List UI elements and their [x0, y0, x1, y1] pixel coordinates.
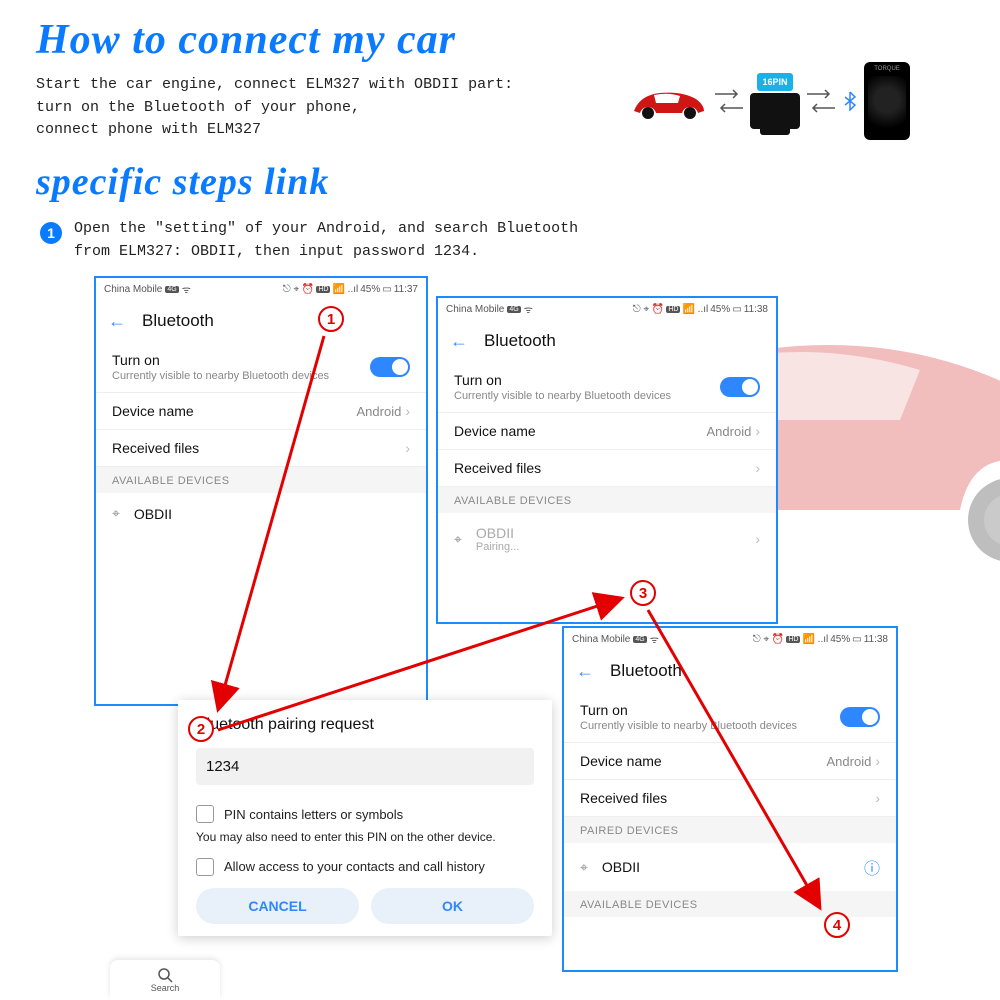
pairing-dialog: Bluetooth pairing request PIN contains l…	[178, 700, 552, 936]
device-name-row[interactable]: Device name Android›	[564, 743, 896, 780]
pin-letters-label: PIN contains letters or symbols	[224, 807, 403, 822]
device-name-row[interactable]: Device name Android›	[96, 393, 426, 430]
intro-text: Start the car engine, connect ELM327 wit…	[36, 74, 513, 142]
bluetooth-toggle[interactable]	[370, 357, 410, 377]
search-tab[interactable]: Search	[110, 960, 220, 1000]
cancel-button[interactable]: CANCEL	[196, 888, 359, 924]
main-title: How to connect my car	[36, 16, 456, 64]
obdii-device-row[interactable]: ⌖ OBDII	[96, 493, 426, 534]
dialog-note: You may also need to enter this PIN on t…	[196, 829, 534, 846]
step-badge-1: 1	[40, 222, 62, 244]
bluetooth-icon	[842, 91, 858, 111]
visible-label: Currently visible to nearby Bluetooth de…	[580, 720, 797, 732]
bluetooth-title: Bluetooth	[610, 661, 682, 681]
red-step-4: 4	[824, 912, 850, 938]
bluetooth-small-icon: ⌖	[580, 859, 588, 876]
allow-contacts-label: Allow access to your contacts and call h…	[224, 859, 485, 874]
phone-icon	[864, 62, 910, 140]
dialog-title: Bluetooth pairing request	[196, 716, 534, 734]
red-step-3: 3	[630, 580, 656, 606]
arrows-icon	[806, 89, 836, 113]
received-files-row[interactable]: Received files ›	[564, 780, 896, 817]
phone-screenshot-2: China Mobile 4G ᯤ ⎋ ⌖ ⏰HD📶 ..ıl 45% ▭ 11…	[436, 296, 778, 624]
arrows-icon	[714, 89, 744, 113]
available-devices-header: AVAILABLE DEVICES	[564, 891, 896, 917]
info-icon[interactable]: ⓘ	[864, 855, 880, 879]
paired-devices-header: PAIRED DEVICES	[564, 817, 896, 843]
bluetooth-title: Bluetooth	[142, 311, 214, 331]
status-bar: China Mobile 4G ᯤ ⎋ ⌖ ⏰HD📶 ..ıl 45% ▭ 11…	[564, 628, 896, 650]
bluetooth-small-icon: ⌖	[454, 531, 462, 548]
step1-text: Open the "setting" of your Android, and …	[74, 218, 578, 263]
search-icon	[157, 967, 173, 983]
visible-label: Currently visible to nearby Bluetooth de…	[454, 390, 671, 402]
ok-button[interactable]: OK	[371, 888, 534, 924]
red-step-2: 2	[188, 716, 214, 742]
device-name-row[interactable]: Device name Android›	[438, 413, 776, 450]
obdii-pairing-row[interactable]: ⌖ OBDII Pairing... ›	[438, 513, 776, 565]
available-devices-header: AVAILABLE DEVICES	[438, 487, 776, 513]
status-bar: China Mobile 4G ᯤ ⎋ ⌖ ⏰HD📶 ..ıl 45% ▭ 11…	[438, 298, 776, 320]
obdii-paired-row[interactable]: ⌖ OBDII ⓘ	[564, 843, 896, 891]
received-files-row[interactable]: Received files ›	[96, 430, 426, 467]
back-arrow-icon[interactable]: ←	[450, 331, 468, 352]
available-devices-header: AVAILABLE DEVICES	[96, 467, 426, 493]
pin-input[interactable]	[196, 748, 534, 785]
red-step-1: 1	[318, 306, 344, 332]
back-arrow-icon[interactable]: ←	[108, 311, 126, 332]
obd-device-icon	[750, 93, 800, 129]
pin-letters-checkbox[interactable]	[196, 805, 214, 823]
back-arrow-icon[interactable]: ←	[576, 661, 594, 682]
bluetooth-toggle[interactable]	[840, 707, 880, 727]
turn-on-label: Turn on	[454, 372, 671, 388]
allow-contacts-checkbox[interactable]	[196, 858, 214, 876]
connection-diagram: 16PIN	[630, 62, 970, 140]
visible-label: Currently visible to nearby Bluetooth de…	[112, 370, 329, 382]
bluetooth-title: Bluetooth	[484, 331, 556, 351]
phone-screenshot-1: China Mobile 4G ᯤ ⎋ ⌖ ⏰HD📶 ..ıl 45% ▭ 11…	[94, 276, 428, 706]
status-bar: China Mobile 4G ᯤ ⎋ ⌖ ⏰HD📶 ..ıl 45% ▭ 11…	[96, 278, 426, 300]
bluetooth-toggle[interactable]	[720, 377, 760, 397]
turn-on-label: Turn on	[112, 352, 329, 368]
sub-title: specific steps link	[36, 160, 329, 204]
pin-badge: 16PIN	[757, 73, 793, 91]
car-icon	[630, 81, 708, 121]
turn-on-label: Turn on	[580, 702, 797, 718]
bluetooth-small-icon: ⌖	[112, 505, 120, 522]
received-files-row[interactable]: Received files ›	[438, 450, 776, 487]
